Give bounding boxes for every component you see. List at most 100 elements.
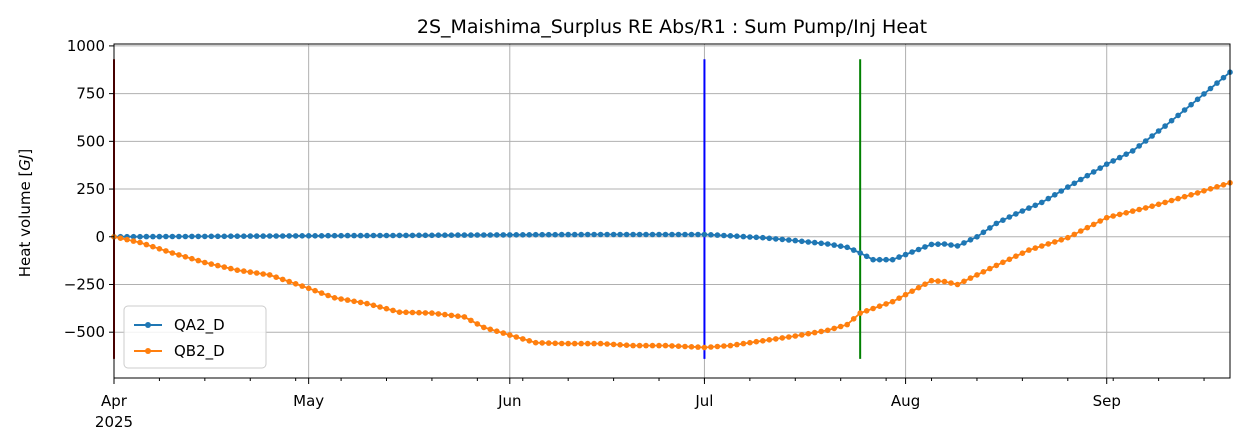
y-axis-label-close: ] — [16, 149, 34, 155]
series-point — [299, 283, 306, 289]
series-point — [1071, 231, 1078, 238]
series-point — [513, 232, 520, 238]
series-point — [779, 236, 786, 243]
series-point — [241, 233, 247, 239]
series-point — [1026, 247, 1032, 253]
series-point — [974, 272, 980, 278]
series-point — [1142, 205, 1149, 211]
series-point — [364, 232, 370, 239]
series-point — [1181, 193, 1188, 200]
series-point — [215, 233, 221, 240]
series-point — [824, 327, 831, 334]
series-point — [844, 244, 850, 251]
grid — [113, 44, 1230, 378]
series-point — [266, 233, 273, 239]
series-point — [818, 328, 824, 335]
y-tick-label: 500 — [76, 132, 105, 150]
series-point — [409, 232, 416, 239]
series-point — [675, 231, 682, 238]
series-point — [435, 311, 442, 317]
y-tick-label: 1000 — [67, 37, 105, 55]
series-point — [189, 233, 195, 240]
series-point — [928, 277, 935, 284]
series-point — [922, 244, 928, 250]
series-point — [286, 278, 293, 285]
series-point — [481, 232, 487, 238]
series-point — [922, 281, 928, 288]
series-point — [1078, 176, 1084, 183]
series-point — [429, 310, 435, 316]
series-point — [442, 232, 448, 238]
series-point — [1110, 213, 1116, 219]
series-point — [811, 329, 818, 336]
series-point — [1084, 224, 1091, 231]
series-point — [299, 233, 306, 239]
axes: −500 −250 0 250 500 750 1000 Apr 2025 May Jun Jul Au… — [64, 37, 1205, 431]
series-point — [805, 330, 812, 337]
series-point — [474, 321, 481, 327]
series-point — [344, 232, 351, 239]
series-point — [675, 343, 682, 350]
series-point — [597, 340, 604, 347]
series-point — [1052, 192, 1058, 198]
series-point — [1168, 117, 1175, 124]
series-point — [169, 250, 176, 256]
series-point — [961, 278, 967, 285]
series-point — [954, 243, 961, 249]
x-tick-label: Sep — [1093, 392, 1121, 410]
series-point — [292, 281, 299, 287]
series-point — [1175, 112, 1181, 119]
series-point — [617, 231, 623, 238]
series-point — [610, 341, 617, 348]
series-point — [137, 233, 143, 240]
series-point — [156, 246, 163, 252]
series-point — [1045, 195, 1052, 202]
series-point — [357, 232, 364, 239]
x-tick-label: Apr — [101, 392, 128, 410]
series-point — [1000, 217, 1006, 223]
series-point — [740, 340, 747, 347]
series-point — [338, 232, 344, 239]
plot-frame — [113, 43, 1231, 379]
series-point — [1006, 214, 1013, 220]
series-point — [1019, 250, 1026, 256]
series-point — [305, 285, 312, 292]
series-point — [182, 233, 189, 240]
series-point — [1214, 184, 1220, 190]
series-point — [377, 304, 383, 310]
series-point — [753, 234, 760, 241]
series-point — [1032, 245, 1039, 251]
series-point — [863, 308, 870, 314]
series-QA2_D — [111, 69, 1233, 263]
series-point — [760, 338, 766, 344]
series-point — [883, 301, 889, 307]
series-point — [305, 233, 312, 239]
series-point — [545, 340, 552, 346]
series-point — [974, 234, 980, 240]
series-point — [669, 231, 675, 238]
series-point — [370, 232, 377, 239]
series-point — [643, 231, 649, 238]
series-point — [221, 233, 228, 240]
series-point — [260, 271, 267, 277]
legend-label: QA2_D — [174, 316, 225, 335]
series-point — [1058, 237, 1065, 243]
series-point — [708, 232, 714, 238]
series-point — [318, 233, 325, 239]
series-point — [312, 233, 318, 239]
y-axis-label: Heat volume [GJ] — [16, 149, 34, 277]
x-tick-sublabel: 2025 — [95, 413, 133, 431]
series-point — [1097, 165, 1103, 171]
y-tick-label: 750 — [76, 85, 105, 103]
series-point — [176, 233, 182, 240]
series-point — [1207, 85, 1214, 92]
series-point — [331, 232, 338, 239]
series-point — [260, 233, 267, 239]
series-point — [1071, 180, 1078, 187]
series-point — [831, 242, 837, 248]
series-point — [474, 232, 481, 238]
series-point — [779, 335, 786, 341]
series-point — [857, 250, 863, 256]
series-point — [526, 338, 533, 344]
series-point — [928, 241, 935, 248]
